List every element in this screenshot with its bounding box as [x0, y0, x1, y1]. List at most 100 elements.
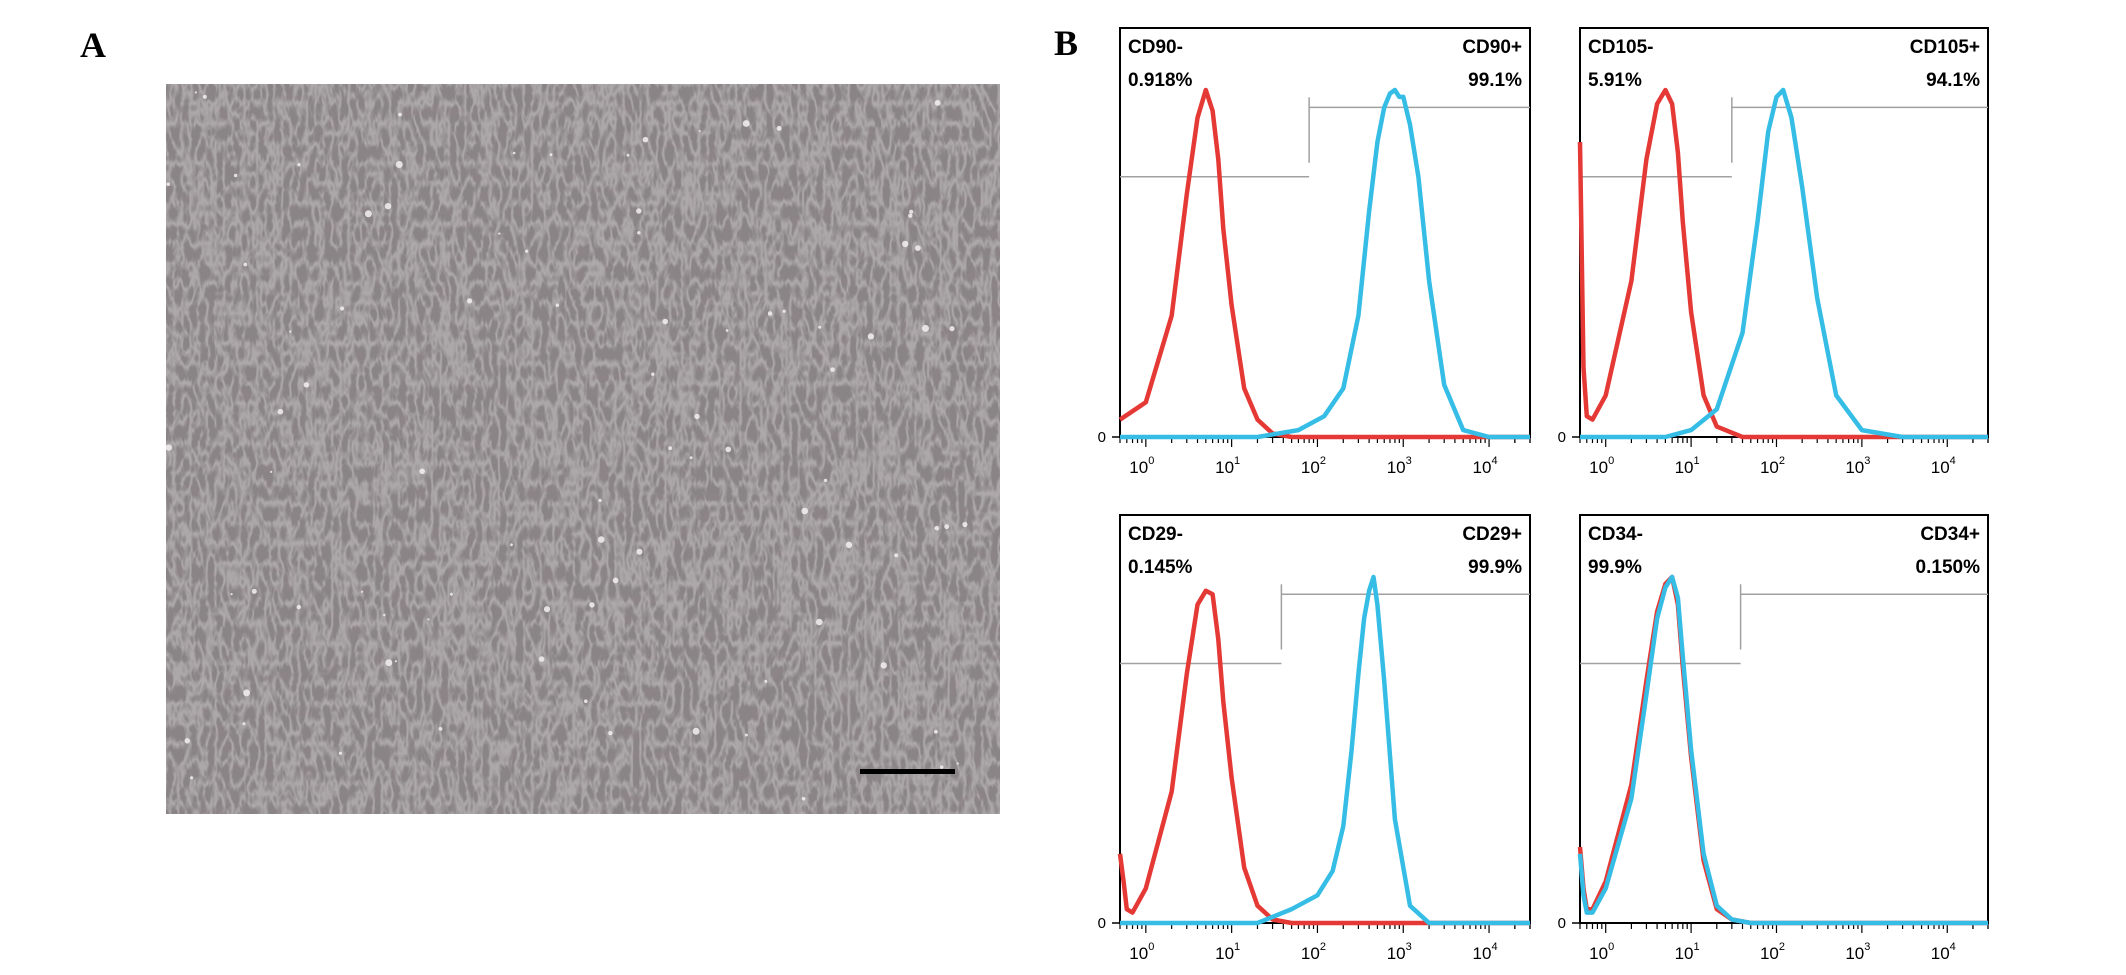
cell-highlight — [510, 543, 513, 547]
panel-letter-a: A — [80, 25, 106, 65]
cell-highlight — [612, 577, 619, 584]
cell-highlight — [922, 324, 929, 332]
histogram-cd90: 0 100 101 102 103 104 CD90- 0.918% CD90+ 99.1% — [1098, 27, 1531, 477]
cell-highlight — [589, 602, 595, 608]
y-zero-label: 0 — [1098, 429, 1106, 446]
x-tick-label: 103 — [1845, 941, 1870, 963]
cell-highlight — [166, 182, 170, 186]
marker-curve — [1120, 87, 1530, 440]
x-tick-label: 100 — [1589, 941, 1614, 963]
isotype-curve — [1118, 87, 1530, 440]
x-tick-label: 101 — [1215, 941, 1240, 963]
histogram-cd29: 0 100 101 102 103 104 CD29- 0.145% CD29+ 99.9% — [1098, 514, 1531, 963]
x-tick-label: 101 — [1215, 455, 1240, 477]
marker-curve — [1580, 87, 1988, 440]
gate-negative-label: CD34- — [1588, 524, 1643, 545]
cell-highlight — [823, 478, 828, 483]
cell-highlight — [767, 311, 773, 316]
cell-highlight — [598, 498, 602, 503]
cell-highlight — [949, 326, 955, 332]
cell-highlight — [194, 91, 197, 94]
gate-positive-label: CD90+ — [1462, 37, 1522, 58]
cell-highlight — [894, 553, 899, 558]
cell-highlight — [419, 468, 425, 475]
cell-highlight — [909, 209, 914, 214]
cell-highlight — [525, 249, 529, 253]
scale-bar — [860, 769, 955, 774]
cell-highlight — [908, 213, 913, 218]
x-tick-label: 103 — [1387, 941, 1412, 963]
cell-highlight — [626, 153, 630, 157]
x-tick-label: 100 — [1129, 941, 1154, 963]
cell-highlight — [297, 163, 301, 167]
y-zero-label: 0 — [1558, 429, 1566, 446]
cell-highlight — [694, 413, 700, 420]
cell-highlight — [242, 722, 246, 726]
y-zero-label: 0 — [1098, 915, 1106, 932]
cell-highlight — [934, 100, 941, 106]
cell-highlight — [395, 161, 403, 168]
cell-highlight — [270, 470, 273, 473]
x-tick-label: 104 — [1473, 455, 1498, 477]
micrograph-image — [166, 84, 1000, 814]
cell-highlight — [934, 525, 939, 531]
cell-highlight — [914, 245, 921, 252]
gate-positive-value: 99.1% — [1468, 70, 1522, 91]
cell-highlight — [438, 727, 443, 731]
gate-positive-value: 99.9% — [1468, 557, 1522, 578]
cell-highlight — [383, 613, 386, 617]
x-tick-label: 100 — [1129, 455, 1154, 477]
cell-highlight — [202, 94, 207, 99]
cell-highlight — [427, 618, 430, 621]
gate-positive-label: CD29+ — [1462, 524, 1522, 545]
cell-highlight — [725, 329, 729, 332]
gate-positive-label: CD34+ — [1920, 524, 1980, 545]
cell-highlight — [689, 456, 693, 460]
cell-highlight — [340, 306, 345, 311]
cell-highlight — [830, 367, 835, 372]
cell-highlight — [742, 120, 750, 127]
cell-highlight — [636, 208, 642, 214]
cell-highlight — [944, 524, 950, 530]
cell-highlight — [651, 372, 655, 376]
histogram-cd105: 0 100 101 102 103 104 CD105- 5.91% CD105+ 94.1% — [1558, 27, 1989, 477]
gate-positive-value: 0.150% — [1916, 557, 1981, 578]
cell-highlight — [934, 729, 938, 734]
gate-negative-value: 99.9% — [1588, 557, 1642, 578]
cell-highlight — [801, 796, 806, 801]
x-tick-label: 104 — [1931, 455, 1956, 477]
cell-highlight — [776, 125, 782, 131]
x-tick-label: 103 — [1845, 455, 1870, 477]
gate-negative-label: CD29- — [1128, 524, 1183, 545]
cell-highlight — [867, 333, 875, 340]
cell-highlight — [251, 588, 257, 594]
x-tick-label: 102 — [1301, 941, 1326, 963]
x-tick-label: 102 — [1760, 455, 1785, 477]
panel-letter-b: B — [1054, 23, 1079, 63]
cell-highlight — [184, 738, 190, 744]
cell-highlight — [361, 590, 364, 593]
cell-highlight — [512, 151, 516, 155]
gate-negative-label: CD90- — [1128, 37, 1183, 58]
cell-highlight — [584, 699, 588, 703]
cell-highlight — [744, 733, 748, 737]
cell-highlight — [668, 446, 673, 450]
cell-highlight — [636, 548, 643, 555]
cell-highlight — [637, 231, 641, 235]
cell-highlight — [190, 776, 194, 780]
x-tick-label: 104 — [1931, 941, 1956, 963]
cell-highlight — [303, 382, 310, 388]
cell-highlight — [598, 536, 605, 543]
cell-highlight — [880, 662, 887, 669]
cell-highlight — [902, 240, 909, 248]
isotype-curve — [1577, 574, 1988, 926]
cell-highlight — [466, 298, 473, 304]
cell-highlight — [230, 593, 233, 596]
histogram-cd34: 0 100 101 102 103 104 CD34- 99.9% CD34+ 0.150% — [1558, 514, 1989, 963]
cell-highlight — [662, 318, 669, 325]
cell-highlight — [364, 210, 372, 218]
cell-highlight — [845, 541, 853, 549]
x-tick-label: 104 — [1473, 941, 1498, 963]
cell-highlight — [166, 444, 172, 451]
gate-negative-value: 0.145% — [1128, 557, 1193, 578]
